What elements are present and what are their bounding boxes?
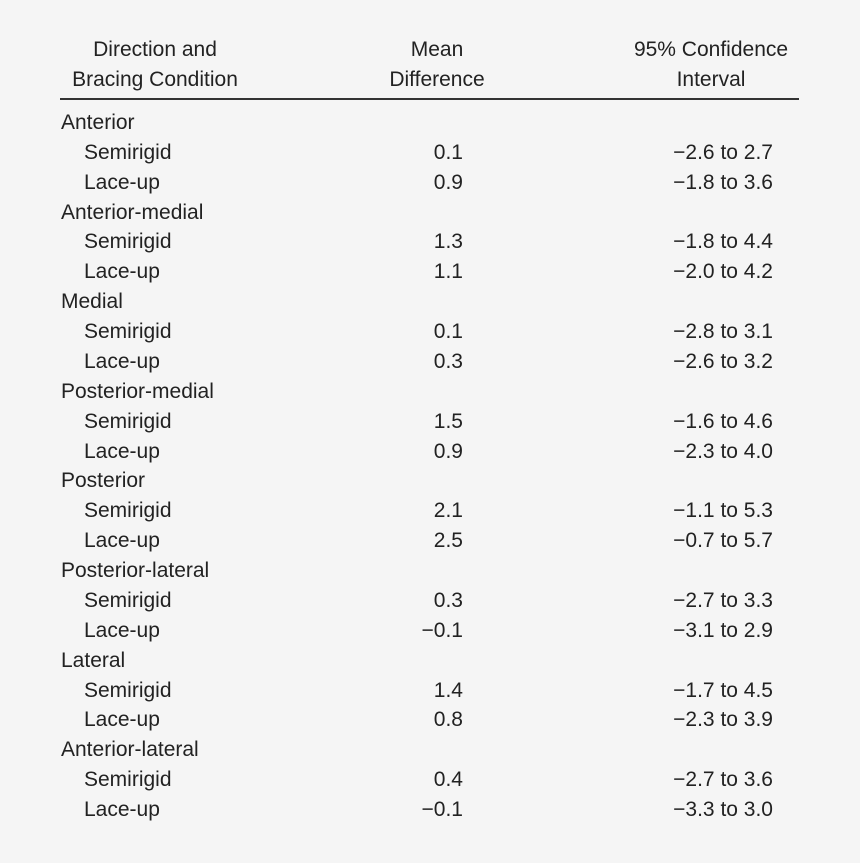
condition-label: Lace-up bbox=[84, 260, 160, 284]
condition-label: Semirigid bbox=[84, 768, 172, 792]
condition-label: Lace-up bbox=[84, 170, 160, 194]
mean-difference: 0.4 bbox=[433, 768, 463, 792]
condition-label: Lace-up bbox=[84, 708, 160, 732]
confidence-interval: −2.3 to 4.0 bbox=[673, 439, 773, 463]
condition-label: Lace-up bbox=[84, 529, 160, 553]
condition-label: Semirigid bbox=[84, 588, 172, 612]
confidence-interval: −2.8 to 3.1 bbox=[673, 320, 773, 344]
group-label: Posterior-medial bbox=[61, 379, 214, 403]
condition-label: Lace-up bbox=[84, 439, 160, 463]
group-label: Anterior bbox=[61, 111, 135, 134]
mean-difference: −0.1 bbox=[421, 618, 463, 642]
confidence-interval: −2.3 to 3.9 bbox=[673, 708, 773, 732]
confidence-interval: −2.6 to 3.2 bbox=[673, 349, 773, 373]
mean-difference: 0.8 bbox=[433, 708, 463, 732]
confidence-interval: −3.3 to 3.0 bbox=[673, 798, 773, 821]
condition-label: Semirigid bbox=[84, 409, 172, 433]
mean-difference: 0.3 bbox=[433, 349, 463, 373]
group-label: Anterior-medial bbox=[61, 200, 204, 224]
mean-difference: 1.1 bbox=[433, 260, 463, 284]
confidence-interval: −2.7 to 3.6 bbox=[673, 768, 773, 792]
mean-difference: 1.4 bbox=[433, 678, 463, 702]
group-label: Lateral bbox=[61, 648, 126, 672]
confidence-interval: −2.7 to 3.3 bbox=[673, 588, 773, 612]
group-label: Posterior-lateral bbox=[61, 559, 210, 583]
confidence-interval: −1.8 to 3.6 bbox=[673, 170, 773, 194]
condition-label: Semirigid bbox=[84, 678, 172, 702]
condition-label: Lace-up bbox=[84, 349, 160, 373]
mean-difference: 2.1 bbox=[433, 499, 463, 523]
mean-difference: 0.9 bbox=[433, 170, 463, 194]
column-header: Direction and bbox=[93, 38, 217, 61]
column-header: Mean bbox=[410, 38, 464, 61]
mean-difference: 0.1 bbox=[433, 140, 463, 164]
confidence-interval: −1.8 to 4.4 bbox=[673, 230, 773, 254]
mean-difference: 0.1 bbox=[433, 320, 463, 344]
mean-difference: −0.1 bbox=[421, 798, 463, 821]
condition-label: Semirigid bbox=[84, 320, 172, 344]
condition-label: Semirigid bbox=[84, 230, 172, 254]
confidence-interval: −0.7 to 5.7 bbox=[673, 529, 773, 553]
mean-difference: 1.3 bbox=[433, 230, 463, 254]
column-header: Bracing Condition bbox=[72, 68, 238, 91]
group-label: Medial bbox=[61, 290, 123, 314]
confidence-interval: −2.0 to 4.2 bbox=[673, 260, 773, 284]
confidence-interval: −3.1 to 2.9 bbox=[673, 618, 773, 642]
column-header: Difference bbox=[389, 68, 485, 91]
header-rule bbox=[60, 98, 799, 100]
confidence-interval: −1.6 to 4.6 bbox=[673, 409, 773, 433]
confidence-interval: −1.7 to 4.5 bbox=[673, 678, 773, 702]
group-label: Anterior-lateral bbox=[61, 738, 199, 762]
column-header: 95% Confidence bbox=[633, 38, 789, 61]
condition-label: Semirigid bbox=[84, 499, 172, 523]
column-header: Interval bbox=[676, 68, 746, 91]
confidence-interval: −1.1 to 5.3 bbox=[673, 499, 773, 523]
mean-difference: 0.9 bbox=[433, 439, 463, 463]
mean-difference: 2.5 bbox=[433, 529, 463, 553]
mean-difference: 1.5 bbox=[433, 409, 463, 433]
confidence-interval: −2.6 to 2.7 bbox=[673, 140, 773, 164]
mean-difference: 0.3 bbox=[433, 588, 463, 612]
condition-label: Lace-up bbox=[84, 798, 160, 821]
group-label: Posterior bbox=[61, 469, 146, 493]
condition-label: Semirigid bbox=[84, 140, 172, 164]
condition-label: Lace-up bbox=[84, 618, 160, 642]
